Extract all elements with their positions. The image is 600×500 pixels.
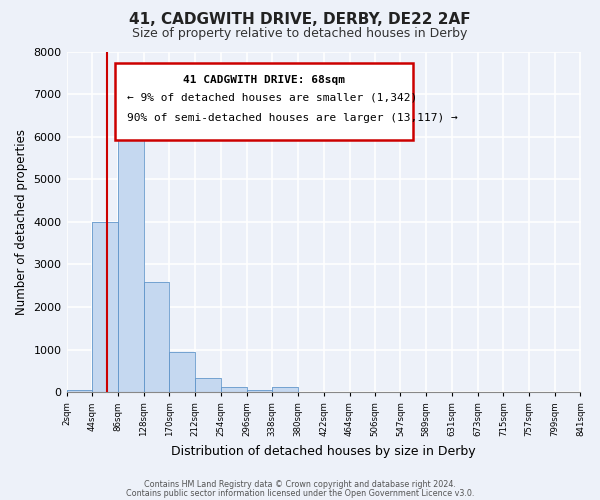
Text: 90% of semi-detached houses are larger (13,117) →: 90% of semi-detached houses are larger (… bbox=[127, 113, 458, 123]
FancyBboxPatch shape bbox=[115, 64, 413, 140]
Text: Size of property relative to detached houses in Derby: Size of property relative to detached ho… bbox=[133, 28, 467, 40]
Text: Contains public sector information licensed under the Open Government Licence v3: Contains public sector information licen… bbox=[126, 489, 474, 498]
Text: Contains HM Land Registry data © Crown copyright and database right 2024.: Contains HM Land Registry data © Crown c… bbox=[144, 480, 456, 489]
Text: 41 CADGWITH DRIVE: 68sqm: 41 CADGWITH DRIVE: 68sqm bbox=[184, 74, 346, 85]
Y-axis label: Number of detached properties: Number of detached properties bbox=[15, 129, 28, 315]
Text: ← 9% of detached houses are smaller (1,342): ← 9% of detached houses are smaller (1,3… bbox=[127, 92, 418, 102]
X-axis label: Distribution of detached houses by size in Derby: Distribution of detached houses by size … bbox=[171, 444, 476, 458]
Text: 41, CADGWITH DRIVE, DERBY, DE22 2AF: 41, CADGWITH DRIVE, DERBY, DE22 2AF bbox=[129, 12, 471, 28]
